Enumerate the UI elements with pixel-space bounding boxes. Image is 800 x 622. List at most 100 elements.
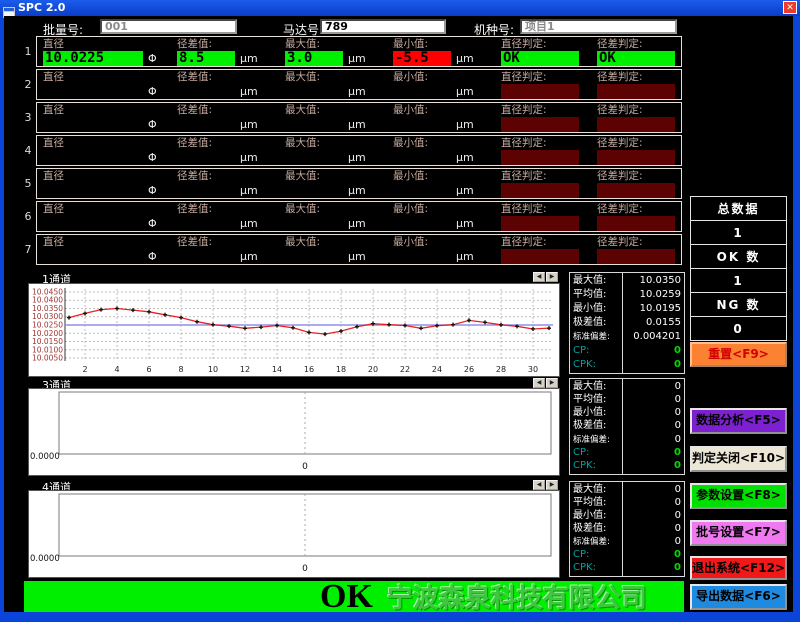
cell-value-row (597, 117, 681, 132)
svg-text:20: 20 (368, 365, 378, 374)
stats-value: 0 (674, 393, 681, 405)
param-setting-button[interactable]: 参数设置<F8> (690, 483, 787, 509)
cell-value-row: μm (177, 117, 285, 132)
value-box-diff_judge (597, 183, 675, 198)
cell-value-row (501, 249, 597, 264)
svg-text:2: 2 (82, 365, 87, 374)
cell-value-row: μm (177, 249, 285, 264)
channel-1-chart: 10.005010.010010.015010.020010.025010.03… (29, 284, 559, 376)
value-box-dia_judge (501, 249, 579, 264)
value-box-diff_judge (597, 84, 675, 99)
micrometer-unit: μm (240, 184, 258, 197)
svg-text:10.0450: 10.0450 (32, 287, 63, 296)
value-box-max: 3.0 (285, 51, 343, 66)
scroll-left-icon[interactable]: ◀ (533, 272, 545, 282)
cell-label: 最小值: (393, 236, 429, 248)
svg-text:6: 6 (146, 365, 151, 374)
row-number: 7 (24, 243, 32, 256)
stats-value: 0 (674, 359, 681, 370)
cell-label: 直径 (43, 71, 64, 83)
svg-text:10.0200: 10.0200 (32, 329, 63, 338)
data-analysis-button[interactable]: 数据分析<F5> (690, 408, 787, 434)
stats-row: 极差值: 0 (570, 523, 684, 535)
stats-row: 平均值: 0 (570, 497, 684, 509)
cell-label: 最小值: (393, 104, 429, 116)
batch-setting-button[interactable]: 批号设置<F7> (690, 520, 787, 546)
cell-value-row (597, 84, 681, 99)
measure-cell-diameter: 直径 Φ (43, 171, 177, 198)
value-box-diff: 8.5 (177, 51, 235, 66)
scroll-left-icon[interactable]: ◀ (533, 378, 545, 388)
stats-row: 最大值: 0 (570, 484, 684, 496)
svg-text:0: 0 (302, 462, 308, 472)
result-status: OK (320, 577, 373, 615)
counter-cell: 0 (690, 316, 787, 341)
cell-label: 径差判定: (597, 137, 643, 149)
scroll-right-icon[interactable]: ▶ (546, 480, 558, 490)
row-box: 直径 Φ 径差值: μm 最大值: μm 最小值: μm 直径判定: 径差判定: (36, 102, 682, 133)
judge-close-button[interactable]: 判定关闭<F10> (690, 446, 787, 472)
cell-value-row: -5.5 μm (393, 51, 501, 66)
motor-number-input[interactable]: 789 (320, 19, 446, 34)
svg-text:4: 4 (114, 365, 119, 374)
stats-value: 0 (674, 562, 681, 574)
svg-text:12: 12 (240, 365, 250, 374)
stats-label: 最小值: (573, 509, 607, 521)
stats-value: 10.0259 (639, 289, 681, 300)
cell-label: 直径 (43, 170, 64, 182)
scroll-right-icon[interactable]: ▶ (546, 272, 558, 282)
cell-value-row (597, 249, 681, 264)
value-box-diff_judge (597, 249, 675, 264)
cell-label: 径差值: (177, 170, 213, 182)
phi-unit: Φ (148, 151, 157, 164)
channel-4-chart: 0.0000 0 (29, 491, 559, 577)
cell-value-row: μm (285, 216, 393, 231)
phi-unit: Φ (148, 118, 157, 131)
machine-type-input[interactable]: 项目1 (520, 19, 677, 34)
stats-label: 极差值: (573, 420, 607, 432)
channel-3-scrollbar: ◀ ▶ (533, 378, 558, 388)
value-box-diff (177, 150, 235, 165)
svg-text:0.0000: 0.0000 (30, 554, 60, 564)
cell-label: 径差判定: (597, 170, 643, 182)
app-icon (3, 3, 15, 18)
measure-cell-dia_judge: 直径判定: (501, 204, 597, 231)
cell-label: 直径 (43, 236, 64, 248)
stats-label: 平均值: (573, 393, 607, 405)
cell-label: 径差值: (177, 203, 213, 215)
measure-cell-diff_judge: 径差判定: OK (597, 39, 681, 66)
batch-number-input[interactable]: 001 (100, 19, 237, 34)
micrometer-unit: μm (348, 85, 366, 98)
stats-label: 最小值: (573, 407, 607, 419)
exit-system-button[interactable]: 退出系统<F12> (690, 556, 787, 580)
stats-row: 平均值: 10.0259 (570, 289, 684, 301)
micrometer-unit: μm (240, 52, 258, 65)
cell-value-row: Φ (43, 150, 177, 165)
micrometer-unit: μm (456, 85, 474, 98)
stats-label: CP: (573, 549, 590, 561)
cell-value-row: μm (285, 150, 393, 165)
scroll-right-icon[interactable]: ▶ (546, 378, 558, 388)
svg-text:10.0250: 10.0250 (32, 321, 63, 330)
value-box-max (285, 150, 343, 165)
value-box-min (393, 249, 451, 264)
stats-value: 0 (674, 447, 681, 459)
stats-row: 标准偏差: 0 (570, 536, 684, 548)
close-icon[interactable]: ✕ (783, 1, 797, 14)
scroll-left-icon[interactable]: ◀ (533, 480, 545, 490)
stats-label: 最大值: (573, 483, 607, 495)
value-box-diameter: 10.0225 (43, 51, 143, 66)
value-box-diff_judge (597, 150, 675, 165)
title-bar[interactable]: SPC 2.0 ✕ (0, 0, 800, 18)
cell-label: 径差判定: (597, 38, 643, 50)
channel-3-section: 3通道 ◀ ▶ 0.0000 0 (24, 377, 562, 477)
reset-button[interactable]: 重置<F9> (690, 342, 787, 367)
cell-label: 径差值: (177, 71, 213, 83)
svg-text:10.0050: 10.0050 (32, 354, 63, 363)
export-data-button[interactable]: 导出数据<F6> (690, 584, 787, 610)
cell-label: 直径判定: (501, 71, 547, 83)
svg-text:28: 28 (496, 365, 506, 374)
row-number: 2 (24, 78, 32, 91)
motor-number-label: 马达号: (283, 23, 324, 37)
counter-cell: 1 (690, 220, 787, 245)
